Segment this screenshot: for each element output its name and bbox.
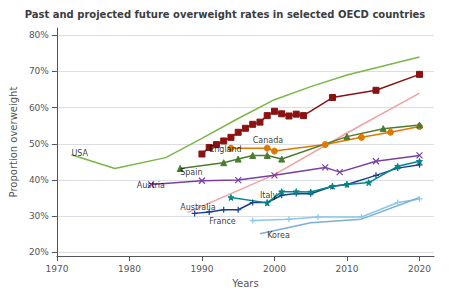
svg-text:2020: 2020 [408, 264, 431, 274]
svg-text:2000: 2000 [263, 264, 286, 274]
svg-text:40%: 40% [29, 175, 49, 185]
svg-text:England: England [209, 145, 241, 154]
svg-text:Korea: Korea [267, 231, 290, 240]
svg-text:Australia: Australia [180, 203, 215, 212]
svg-text:Proportion overweight: Proportion overweight [8, 87, 19, 198]
svg-text:20%: 20% [29, 247, 49, 257]
svg-text:USA: USA [71, 149, 88, 158]
svg-text:50%: 50% [29, 139, 49, 149]
svg-text:Spain: Spain [180, 168, 202, 177]
svg-text:Years: Years [231, 278, 258, 289]
svg-text:Italy: Italy [260, 191, 278, 200]
svg-text:1970: 1970 [45, 264, 68, 274]
svg-text:60%: 60% [29, 103, 49, 113]
svg-text:1990: 1990 [190, 264, 213, 274]
svg-text:Canada: Canada [253, 136, 284, 145]
svg-text:80%: 80% [29, 30, 49, 40]
svg-text:Austria: Austria [137, 181, 165, 190]
svg-text:2010: 2010 [336, 264, 359, 274]
svg-text:30%: 30% [29, 211, 49, 221]
svg-text:1980: 1980 [118, 264, 141, 274]
svg-text:France: France [209, 217, 236, 226]
svg-text:70%: 70% [29, 66, 49, 76]
svg-text:Past and projected future over: Past and projected future overweight rat… [25, 9, 426, 20]
